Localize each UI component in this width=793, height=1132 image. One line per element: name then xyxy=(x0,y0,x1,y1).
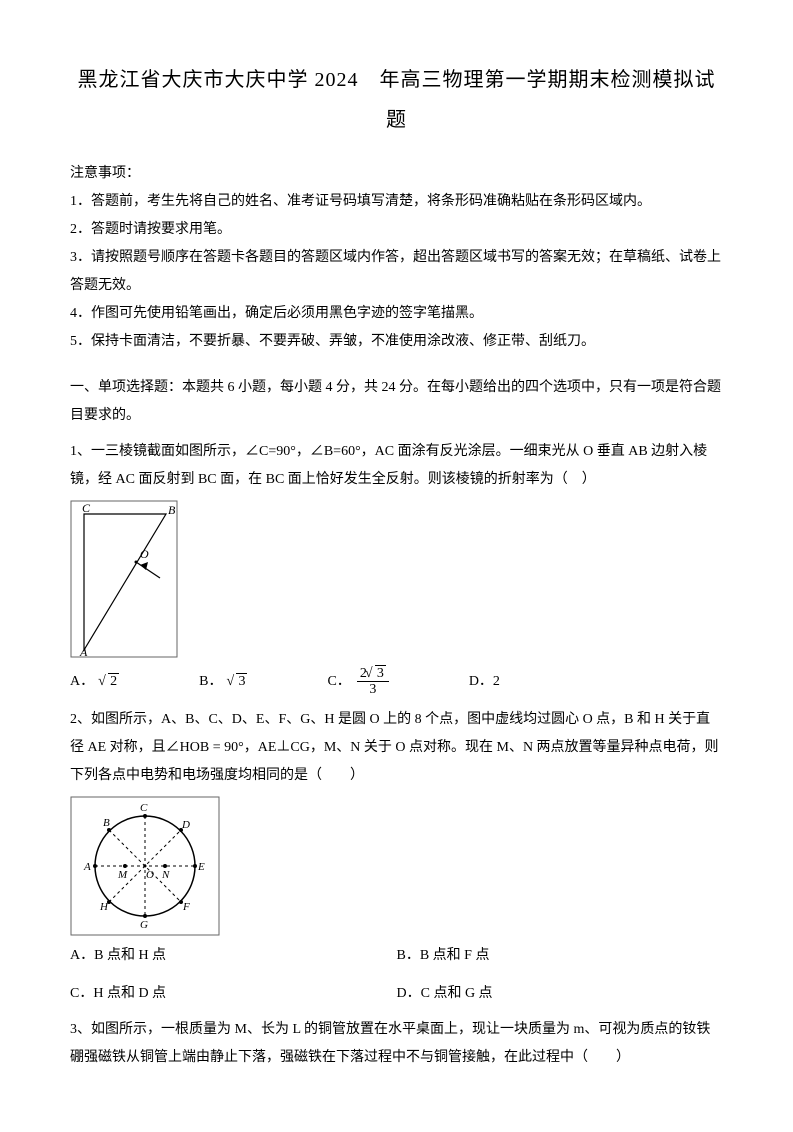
option-b: B．B 点和 F 点 xyxy=(397,942,724,970)
notice-block: 注意事项： 1．答题前，考生先将自己的姓名、准考证号码填写清楚，将条形码准确粘贴… xyxy=(70,160,723,356)
question-2-options: A．B 点和 H 点 B．B 点和 F 点 C．H 点和 D 点 D．C 点和 … xyxy=(70,942,723,1008)
option-c-num-sqrt: 3 xyxy=(375,665,386,681)
svg-text:M: M xyxy=(117,869,128,881)
svg-text:A: A xyxy=(83,861,91,873)
option-b: B． 3 xyxy=(199,668,247,696)
svg-text:B: B xyxy=(168,503,176,517)
svg-text:C: C xyxy=(82,501,91,515)
option-a: A． 2 xyxy=(70,668,119,696)
notice-header: 注意事项： xyxy=(70,160,723,188)
option-c: C． 23 3 xyxy=(327,666,388,698)
svg-text:F: F xyxy=(182,901,190,913)
question-2: 2、如图所示，A、B、C、D、E、F、G、H 是圆 O 上的 8 个点，图中虚线… xyxy=(70,706,723,1008)
option-d: D．2 xyxy=(469,668,500,696)
notice-item: 2．答题时请按要求用笔。 xyxy=(70,216,723,244)
option-c: C．H 点和 D 点 xyxy=(70,980,397,1008)
option-a-sqrt-val: 2 xyxy=(108,673,119,689)
option-a-label: A． xyxy=(70,668,94,696)
option-b-sqrt-val: 3 xyxy=(236,673,247,689)
svg-text:A: A xyxy=(79,645,88,659)
question-3-text: 3、如图所示，一根质量为 M、长为 L 的铜管放置在水平桌面上，现让一块质量为 … xyxy=(70,1016,723,1072)
diagram-2-circle: A B C D E F G H M N O xyxy=(70,796,723,936)
notice-item: 5．保持卡面清洁，不要折暴、不要弄破、弄皱，不准使用涂改液、修正带、刮纸刀。 xyxy=(70,328,723,356)
notice-item: 3．请按照题号顺序在答题卡各题目的答题区域内作答，超出答题区域书写的答案无效；在… xyxy=(70,244,723,300)
svg-text:C: C xyxy=(140,802,148,814)
question-1-text: 1、一三棱镜截面如图所示，∠C=90°，∠B=60°，AC 面涂有反光涂层。一细… xyxy=(70,438,723,494)
option-d-label: D．2 xyxy=(469,668,500,696)
notice-item: 4．作图可先使用铅笔画出，确定后必须用黑色字迹的签字笔描黑。 xyxy=(70,300,723,328)
svg-text:O: O xyxy=(140,547,149,561)
svg-text:E: E xyxy=(197,861,205,873)
svg-text:D: D xyxy=(181,819,190,831)
svg-text:B: B xyxy=(103,817,110,829)
question-1-options: A． 2 B． 3 C． 23 3 D．2 xyxy=(70,666,723,698)
question-3: 3、如图所示，一根质量为 M、长为 L 的铜管放置在水平桌面上，现让一块质量为 … xyxy=(70,1016,723,1072)
svg-text:O: O xyxy=(146,869,154,881)
option-a: A．B 点和 H 点 xyxy=(70,942,397,970)
option-b-label: B． xyxy=(199,668,222,696)
svg-text:G: G xyxy=(140,919,148,931)
question-1: 1、一三棱镜截面如图所示，∠C=90°，∠B=60°，AC 面涂有反光涂层。一细… xyxy=(70,438,723,698)
page-title: 黑龙江省大庆市大庆中学 2024 年高三物理第一学期期末检测模拟试题 xyxy=(70,60,723,140)
question-2-text: 2、如图所示，A、B、C、D、E、F、G、H 是圆 O 上的 8 个点，图中虚线… xyxy=(70,706,723,790)
option-d: D．C 点和 G 点 xyxy=(397,980,724,1008)
svg-text:H: H xyxy=(99,901,109,913)
notice-item: 1．答题前，考生先将自己的姓名、准考证号码填写清楚，将条形码准确粘贴在条形码区域… xyxy=(70,188,723,216)
diagram-1-prism: C B A O xyxy=(70,500,723,660)
option-c-label: C． xyxy=(327,668,350,696)
option-c-den: 3 xyxy=(357,682,389,697)
svg-text:N: N xyxy=(161,869,170,881)
section1-intro: 一、单项选择题：本题共 6 小题，每小题 4 分，共 24 分。在每小题给出的四… xyxy=(70,374,723,430)
